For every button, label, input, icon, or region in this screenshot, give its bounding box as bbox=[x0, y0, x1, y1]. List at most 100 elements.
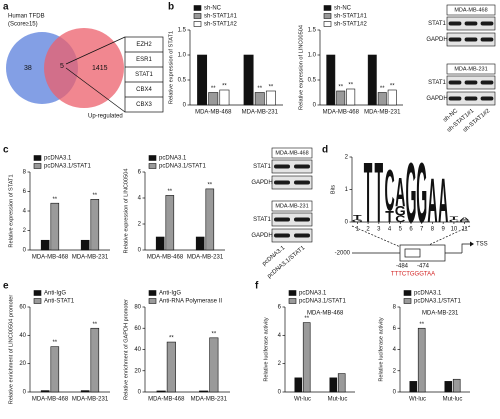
significance-label: ** bbox=[380, 86, 385, 92]
x-tick-label: 5 bbox=[399, 227, 403, 233]
band-label: STAT1 bbox=[253, 164, 271, 170]
bar bbox=[243, 54, 254, 106]
cell-line-label: MDA-MB-468 bbox=[275, 150, 308, 156]
blot-band bbox=[274, 233, 290, 238]
y-tick-label: 60 bbox=[134, 326, 141, 332]
bar bbox=[265, 90, 276, 106]
legend-swatch bbox=[148, 163, 157, 169]
y-tick-label: 4 bbox=[138, 196, 142, 202]
significance-label: ** bbox=[304, 316, 309, 322]
y-tick-label: 4 bbox=[278, 333, 282, 339]
legend-label: pcDNA3.1/STAT1 bbox=[159, 164, 206, 170]
y-axis-label: Relative enrichment of GAPDH promoter bbox=[123, 299, 129, 400]
blot-strip bbox=[271, 159, 313, 174]
legend-swatch bbox=[148, 155, 157, 161]
y-tick-label: 0 bbox=[313, 103, 317, 109]
bar bbox=[444, 381, 453, 393]
blot-band bbox=[294, 180, 310, 185]
legend-label: pcDNA3.1 bbox=[44, 156, 72, 162]
bar bbox=[156, 390, 166, 393]
blot-band bbox=[480, 37, 494, 42]
significance-label: ** bbox=[348, 83, 353, 89]
blot-band bbox=[464, 80, 478, 85]
x-tick-label: Wt-luc bbox=[409, 397, 426, 403]
blot-strip bbox=[271, 228, 313, 243]
bar bbox=[165, 195, 175, 251]
venn-set-b bbox=[44, 28, 124, 108]
annotation: MDA-MB-231 bbox=[422, 311, 459, 317]
bar bbox=[195, 236, 205, 251]
legend-label: sh-STAT1#1 bbox=[334, 14, 367, 20]
venn: Human TFDB (Score≥15) Up-regulated 38 5 … bbox=[6, 14, 164, 120]
y-axis-label: Relative luciferase activity bbox=[378, 317, 384, 382]
blot-band bbox=[274, 164, 290, 169]
legend-label: Anti-RNA Polymerase II bbox=[159, 299, 222, 305]
y-tick-label: 40 bbox=[134, 347, 141, 353]
connector bbox=[65, 67, 126, 113]
x-tick-label: MDA-MB-468 bbox=[195, 110, 232, 116]
tss-label: TSS bbox=[476, 242, 488, 248]
bar bbox=[294, 377, 303, 393]
bar bbox=[166, 341, 176, 393]
gene: ESR1 bbox=[136, 57, 152, 63]
y-axis-label: Relative expression of STAT1 bbox=[8, 174, 14, 247]
y-tick-label: 0 bbox=[23, 390, 27, 396]
blot-band bbox=[274, 217, 290, 222]
logo-letter: A bbox=[427, 165, 437, 235]
blot-band bbox=[294, 233, 310, 238]
significance-label: ** bbox=[338, 85, 343, 91]
y-tick-label: 0 bbox=[393, 390, 397, 396]
legend-swatch bbox=[148, 290, 157, 296]
bar bbox=[80, 239, 90, 251]
legend-swatch bbox=[288, 290, 297, 296]
blot-band bbox=[464, 21, 478, 26]
gene: EZH2 bbox=[136, 42, 152, 48]
gene: CBX3 bbox=[136, 102, 152, 108]
significance-label: ** bbox=[390, 84, 395, 90]
significance-label: ** bbox=[211, 86, 216, 92]
y-tick-label: 0 bbox=[138, 390, 142, 396]
bar bbox=[387, 89, 397, 106]
blot-header bbox=[271, 147, 313, 159]
legend-label: pcDNA3.1 bbox=[414, 291, 442, 297]
x-tick-label: 10 bbox=[451, 227, 458, 233]
band-label: GAPDH bbox=[251, 180, 272, 186]
x-tick-label: MDA-MB-231 bbox=[242, 110, 279, 116]
y-tick-label: 2 bbox=[138, 222, 142, 228]
x-tick-label: 4 bbox=[388, 227, 392, 233]
bar bbox=[50, 202, 60, 251]
bar bbox=[336, 90, 346, 106]
logo-letter: A bbox=[395, 170, 405, 215]
blot-band bbox=[464, 37, 478, 42]
legend-swatch bbox=[403, 290, 412, 296]
logo-letter: T bbox=[450, 216, 459, 221]
y-axis-label: Bits bbox=[330, 185, 336, 195]
legend-swatch bbox=[323, 5, 332, 11]
y-tick-label: 80 bbox=[134, 305, 141, 311]
legend-swatch bbox=[33, 298, 42, 304]
venn-set-b-label: Up-regulated bbox=[88, 114, 123, 120]
blot-band bbox=[448, 96, 462, 101]
panel-label: b bbox=[168, 2, 174, 13]
y-tick-label: 1.0 bbox=[308, 53, 317, 59]
legend-label: sh-NC bbox=[204, 6, 222, 12]
legend-label: sh-STAT1#1 bbox=[204, 14, 237, 20]
x-tick-label: 8 bbox=[431, 227, 435, 233]
y-tick-label: 1 bbox=[345, 187, 349, 193]
legend-swatch bbox=[193, 5, 202, 11]
y-tick-label: 2 bbox=[345, 155, 349, 161]
site-sequence: TTTCTGGGTAA bbox=[391, 272, 435, 278]
legend-label: pcDNA3.1 bbox=[159, 156, 187, 162]
x-tick-label: MDA-MB-231 bbox=[364, 110, 401, 116]
y-tick-label: 4 bbox=[23, 209, 27, 215]
bar bbox=[40, 239, 50, 251]
guide-line bbox=[351, 225, 406, 250]
bar bbox=[329, 377, 338, 393]
legend-swatch bbox=[193, 21, 202, 27]
y-tick-label: 2 bbox=[278, 361, 282, 367]
y-axis-label: Relative expression of LINC00504 bbox=[298, 25, 304, 110]
connector bbox=[65, 36, 126, 65]
y-tick-label: 0 bbox=[278, 390, 282, 396]
x-tick-label: MDA-MB-468 bbox=[147, 255, 184, 261]
panel-label: c bbox=[3, 145, 9, 156]
